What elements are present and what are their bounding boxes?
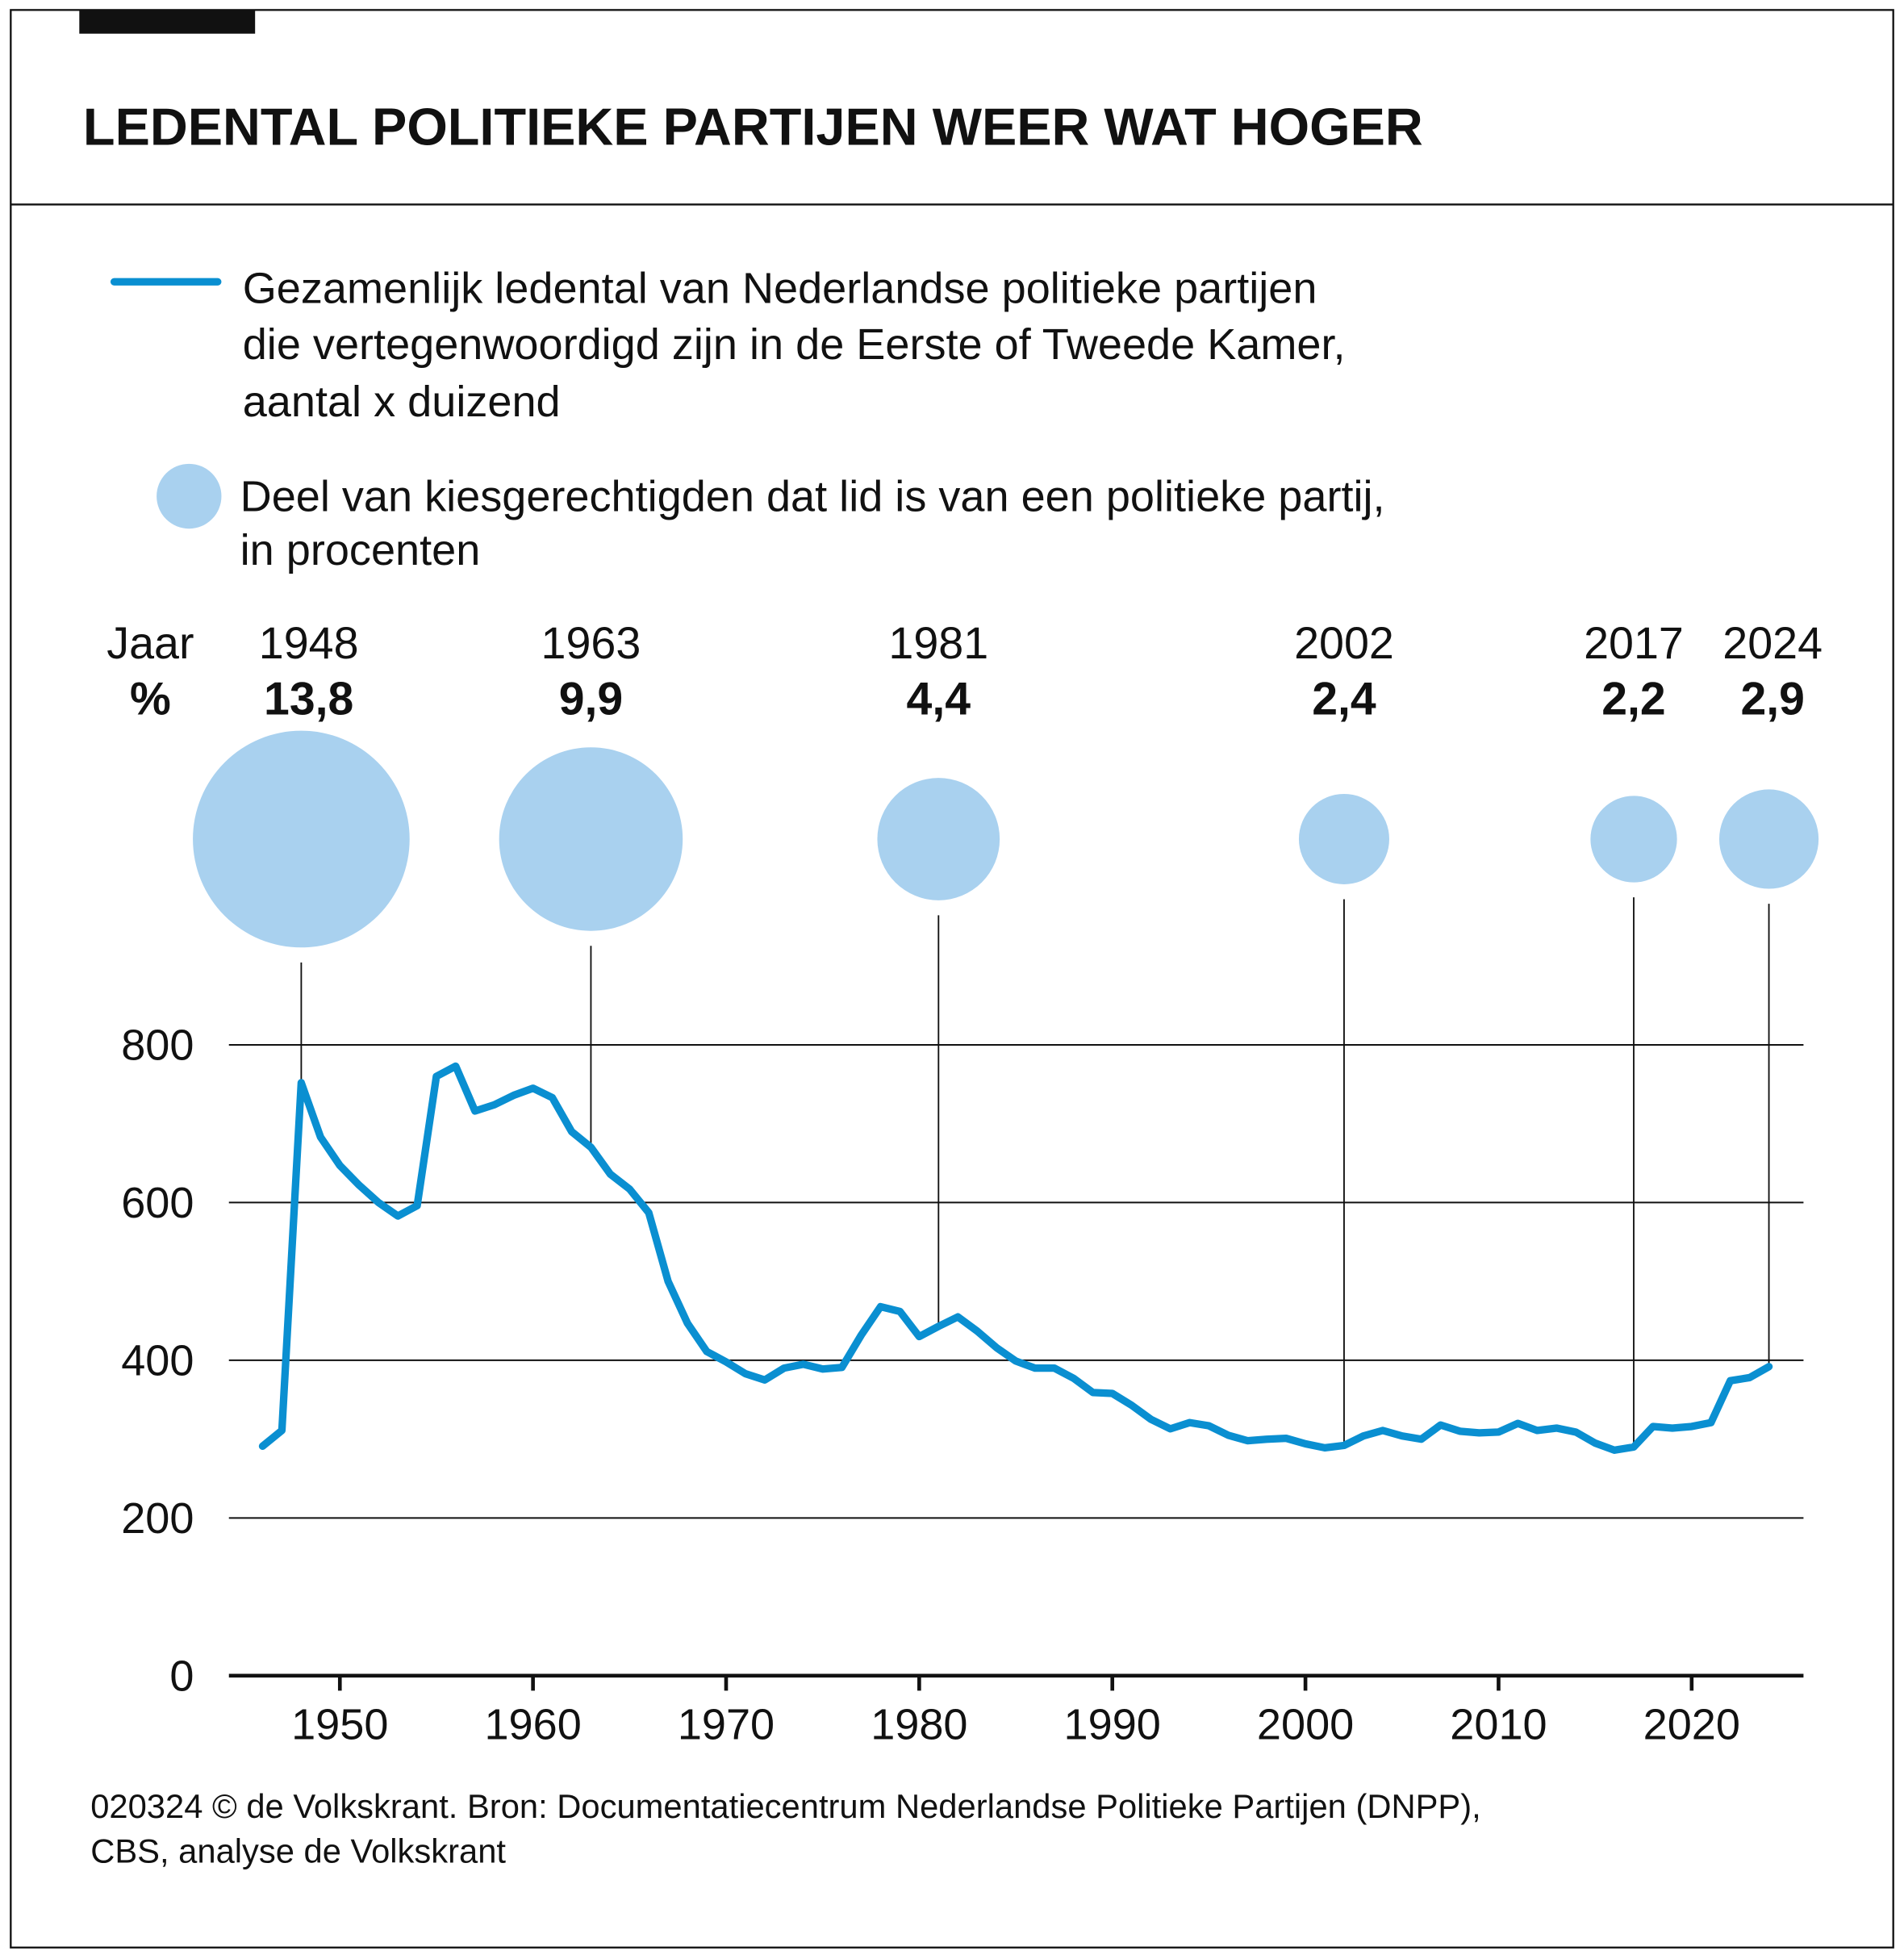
top-accent-bar: [79, 10, 256, 34]
bubble: [499, 747, 683, 931]
x-tick-label: 1990: [1064, 1701, 1161, 1749]
x-tick-label: 2020: [1643, 1701, 1740, 1749]
page-title: LEDENTAL POLITIEKE PARTIJEN WEER WAT HOG…: [83, 97, 1423, 156]
legend-line-text-1: Gezamenlijk ledental van Nederlandse pol…: [243, 265, 1317, 313]
line-series: [258, 1062, 1773, 1454]
y-tick-label: 0: [169, 1652, 194, 1700]
legend-line-text-3: aantal x duizend: [243, 378, 561, 426]
bubble-year-label: 1981: [888, 618, 988, 668]
bubble-header-pct: %: [130, 673, 171, 725]
bubble: [1590, 796, 1677, 883]
bubble-value-label: 2,2: [1601, 673, 1665, 725]
bubble-value-label: 9,9: [559, 673, 623, 725]
bubble: [877, 778, 1000, 900]
bubble-year-label: 2017: [1584, 618, 1684, 668]
bubble-year-label: 2002: [1294, 618, 1394, 668]
x-tick-label: 1950: [291, 1701, 388, 1749]
bubble-year-label: 1963: [541, 618, 641, 668]
legend-bubble-swatch: [157, 463, 222, 529]
x-tick-label: 2010: [1450, 1701, 1547, 1749]
x-tick-label: 1960: [484, 1701, 581, 1749]
x-tick-label: 2000: [1257, 1701, 1354, 1749]
bubble-value-label: 13,8: [264, 673, 353, 725]
y-tick-label: 400: [121, 1336, 194, 1385]
y-tick-label: 800: [121, 1021, 194, 1069]
y-tick-label: 600: [121, 1179, 194, 1227]
footer-source-1: 020324 © de Volkskrant. Bron: Documentat…: [90, 1787, 1481, 1825]
legend-bubble-text-1: Deel van kiesgerechtigden dat lid is van…: [240, 473, 1385, 521]
bubble-header-year: Jaar: [106, 618, 194, 668]
bubble-year-label: 2024: [1722, 618, 1823, 668]
legend-bubble-text-2: in procenten: [240, 526, 481, 574]
legend-line-text-2: die vertegenwoordigd zijn in de Eerste o…: [243, 320, 1346, 369]
x-tick-label: 1980: [871, 1701, 967, 1749]
bubble: [1718, 789, 1819, 889]
bubble-value-label: 4,4: [907, 673, 971, 725]
bubble-value-label: 2,4: [1312, 673, 1376, 725]
bubble: [1298, 793, 1389, 884]
bubble: [193, 730, 410, 948]
x-tick-label: 1970: [678, 1701, 775, 1749]
bubble-year-label: 1948: [259, 618, 359, 668]
bubble-value-label: 2,9: [1740, 673, 1804, 725]
footer-source-2: CBS, analyse de Volkskrant: [90, 1832, 506, 1870]
frame-border: [10, 9, 1894, 1949]
axes: 0 200 400 600 800 1950 1960 1970 1980 1990 2000 201…: [121, 1021, 1804, 1749]
y-tick-label: 200: [121, 1494, 194, 1543]
